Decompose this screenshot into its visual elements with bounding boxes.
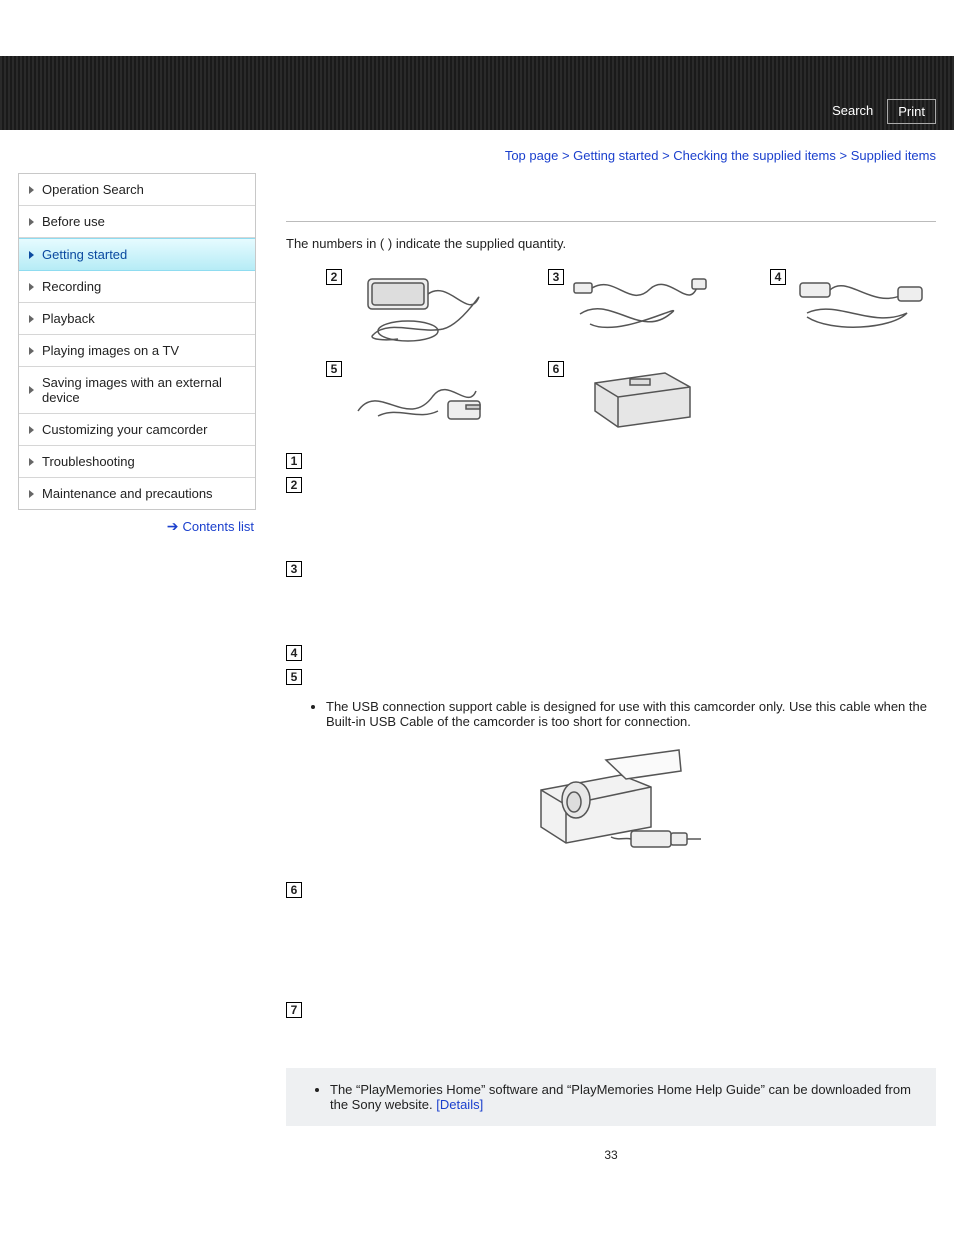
- supplied-items-list: 1 2 3 4 5: [286, 453, 936, 691]
- numbox: 4: [770, 269, 786, 285]
- numbox: 2: [326, 269, 342, 285]
- numbox: 1: [286, 453, 302, 469]
- page-number: 33: [286, 1148, 936, 1162]
- search-button[interactable]: Search: [824, 99, 881, 124]
- arrow-right-icon: ➔: [167, 518, 179, 535]
- breadcrumb-sep: >: [840, 148, 848, 163]
- sidebar-item-label: Getting started: [42, 247, 127, 262]
- breadcrumb-sep: >: [562, 148, 570, 163]
- caret-right-icon: [29, 315, 34, 323]
- camcorder-illustration: [286, 745, 936, 868]
- camcorder-usb-icon: [511, 745, 711, 865]
- caret-right-icon: [29, 426, 34, 434]
- thumb-usb-cable: 5: [326, 361, 488, 439]
- sidebar-item-label: Operation Search: [42, 182, 144, 197]
- sidebar-item-label: Troubleshooting: [42, 454, 135, 469]
- sidebar-item-troubleshooting[interactable]: Troubleshooting: [19, 446, 255, 478]
- numbox: 2: [286, 477, 302, 493]
- details-link[interactable]: [Details]: [436, 1097, 483, 1112]
- av-cable-icon: [792, 269, 932, 347]
- caret-right-icon: [29, 283, 34, 291]
- notes-text: The “PlayMemories Home” software and “Pl…: [330, 1082, 911, 1112]
- breadcrumb: Top page > Getting started > Checking th…: [0, 130, 954, 163]
- sidebar-item-maintenance[interactable]: Maintenance and precautions: [19, 478, 255, 509]
- usb-note-text: The USB connection support cable is desi…: [326, 699, 936, 729]
- caret-right-icon: [29, 251, 34, 259]
- sidebar-item-operation-search[interactable]: Operation Search: [19, 174, 255, 206]
- item-row: 5: [286, 669, 936, 691]
- caret-right-icon: [29, 347, 34, 355]
- header: Search Print: [0, 56, 954, 130]
- item-row: 1: [286, 453, 936, 475]
- usb-cable-icon: [348, 361, 488, 439]
- breadcrumb-sep: >: [662, 148, 670, 163]
- item-row: 4: [286, 645, 936, 667]
- item-row: 6: [286, 882, 936, 1000]
- contents-list-link[interactable]: ➔ Contents list: [18, 510, 256, 535]
- thumb-ac-adaptor: 2: [326, 269, 488, 347]
- caret-right-icon: [29, 218, 34, 226]
- caret-right-icon: [29, 386, 34, 394]
- sidebar-item-label: Playing images on a TV: [42, 343, 179, 358]
- numbox: 6: [286, 882, 302, 898]
- sidebar-item-label: Recording: [42, 279, 101, 294]
- sidebar-item-label: Before use: [42, 214, 105, 229]
- supplied-thumbs-row-2: 5 6: [286, 361, 936, 439]
- caret-right-icon: [29, 186, 34, 194]
- ac-adaptor-icon: [348, 269, 488, 347]
- sidebar-item-getting-started[interactable]: Getting started: [19, 238, 255, 271]
- sidebar-item-customizing[interactable]: Customizing your camcorder: [19, 414, 255, 446]
- usb-note-list: The USB connection support cable is desi…: [286, 699, 936, 729]
- numbox: 7: [286, 1002, 302, 1018]
- breadcrumb-getting-started[interactable]: Getting started: [573, 148, 658, 163]
- power-cord-icon: [570, 269, 710, 347]
- numbox: 3: [286, 561, 302, 577]
- caret-right-icon: [29, 490, 34, 498]
- thumb-battery: 6: [548, 361, 710, 439]
- item-row: 2: [286, 477, 936, 559]
- sidebar: Operation Search Before use Getting star…: [18, 173, 256, 510]
- breadcrumb-top[interactable]: Top page: [505, 148, 559, 163]
- numbox: 3: [548, 269, 564, 285]
- sidebar-item-label: Customizing your camcorder: [42, 422, 207, 437]
- sidebar-item-label: Saving images with an external device: [42, 375, 245, 405]
- sidebar-item-playback[interactable]: Playback: [19, 303, 255, 335]
- thumb-power-cord: 3: [548, 269, 710, 347]
- sidebar-item-before-use[interactable]: Before use: [19, 206, 255, 238]
- numbox: 4: [286, 645, 302, 661]
- print-button[interactable]: Print: [887, 99, 936, 124]
- notes-text-line: The “PlayMemories Home” software and “Pl…: [330, 1082, 920, 1112]
- breadcrumb-current: Supplied items: [851, 148, 936, 163]
- sidebar-item-label: Playback: [42, 311, 95, 326]
- supplied-items-list-cont: 6 7: [286, 882, 936, 1058]
- numbox: 5: [286, 669, 302, 685]
- numbox: 6: [548, 361, 564, 377]
- intro-text: The numbers in ( ) indicate the supplied…: [286, 236, 936, 251]
- supplied-thumbs-row-1: 2 3 4: [286, 269, 936, 347]
- sidebar-item-playing-tv[interactable]: Playing images on a TV: [19, 335, 255, 367]
- battery-icon: [570, 361, 710, 439]
- caret-right-icon: [29, 458, 34, 466]
- sidebar-item-recording[interactable]: Recording: [19, 271, 255, 303]
- item-row: 7: [286, 1002, 936, 1058]
- breadcrumb-checking[interactable]: Checking the supplied items: [673, 148, 836, 163]
- thumb-av-cable: 4: [770, 269, 932, 347]
- section-divider: [286, 221, 936, 222]
- header-buttons: Search Print: [824, 99, 936, 124]
- item-row: 3: [286, 561, 936, 643]
- sidebar-item-saving-images[interactable]: Saving images with an external device: [19, 367, 255, 414]
- sidebar-item-label: Maintenance and precautions: [42, 486, 213, 501]
- notes-box: The “PlayMemories Home” software and “Pl…: [286, 1068, 936, 1126]
- numbox: 5: [326, 361, 342, 377]
- main-content: The numbers in ( ) indicate the supplied…: [256, 173, 936, 1162]
- contents-list-label: Contents list: [182, 519, 254, 534]
